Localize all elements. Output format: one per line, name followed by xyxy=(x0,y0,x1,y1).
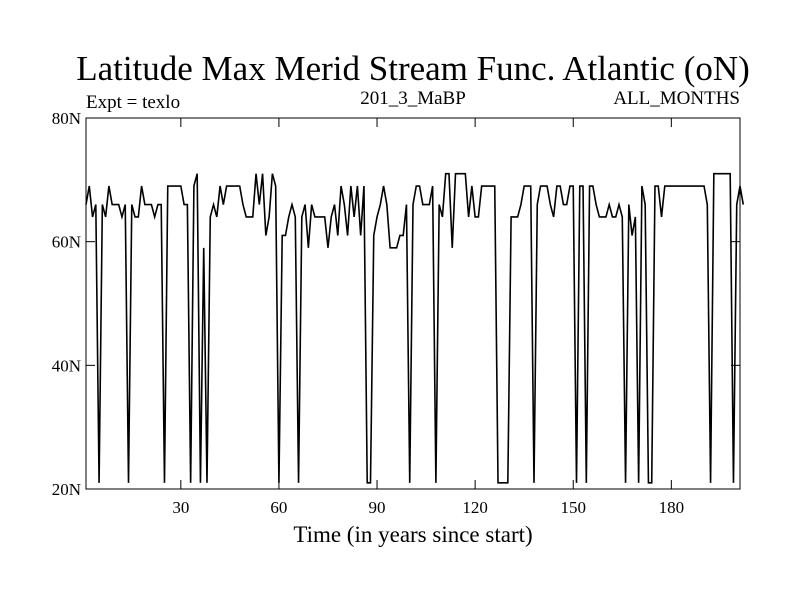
plot-area-frame xyxy=(85,117,741,490)
x-axis: 30 60 90 120 150 180 xyxy=(172,118,684,517)
x-tick-label: 120 xyxy=(462,498,488,517)
x-tick-label: 90 xyxy=(369,498,386,517)
run-label: 201_3_MaBP xyxy=(360,88,466,109)
series-layer xyxy=(85,172,745,484)
months-label: ALL_MONTHS xyxy=(613,88,740,109)
x-tick-label: 150 xyxy=(560,498,586,517)
y-tick-label: 40N xyxy=(52,356,81,375)
y-axis: 20N 40N 60N 80N xyxy=(52,109,740,499)
y-tick-label: 20N xyxy=(52,480,81,499)
experiment-label: Expt = texlo xyxy=(86,92,180,113)
x-tick-label: 60 xyxy=(270,498,287,517)
x-tick-label: 30 xyxy=(172,498,189,517)
series-line-0 xyxy=(85,172,745,484)
x-axis-label: Time (in years since start) xyxy=(293,522,532,547)
chart-title: Latitude Max Merid Stream Func. Atlantic… xyxy=(76,49,750,88)
x-tick-label: 180 xyxy=(659,498,685,517)
y-tick-label: 60N xyxy=(52,233,81,252)
y-tick-label: 80N xyxy=(52,109,81,128)
